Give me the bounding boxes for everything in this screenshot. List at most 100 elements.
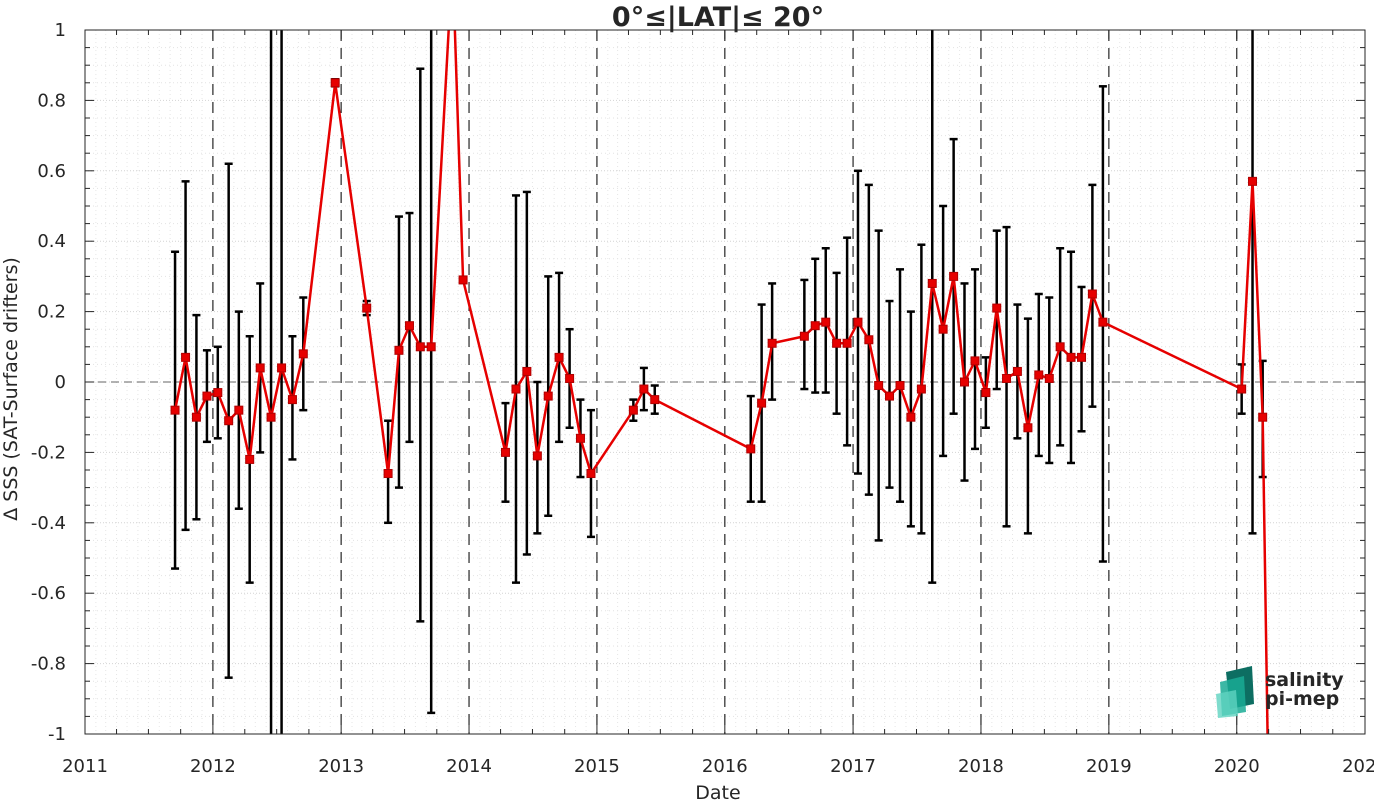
data-point-marker bbox=[554, 352, 564, 362]
x-tick-label: 2013 bbox=[318, 756, 364, 777]
data-point-marker bbox=[842, 338, 852, 348]
y-tick-label: 1 bbox=[55, 20, 66, 41]
x-tick-label: 2018 bbox=[958, 756, 1004, 777]
data-point-marker bbox=[224, 416, 234, 426]
data-point-marker bbox=[191, 412, 201, 422]
chart-title: 0°≤|LAT|≤ 20° bbox=[612, 2, 824, 33]
x-tick-label: 2020 bbox=[1214, 756, 1260, 777]
x-tick-label: 2011 bbox=[62, 756, 108, 777]
data-point-marker bbox=[1044, 373, 1054, 383]
y-axis-label: Δ SSS (SAT-Surface drifters) bbox=[0, 257, 22, 521]
data-point-marker bbox=[1237, 384, 1247, 394]
data-point-marker bbox=[810, 321, 820, 331]
data-point-marker bbox=[1066, 352, 1076, 362]
data-point-marker bbox=[522, 366, 532, 376]
data-point-marker bbox=[1034, 370, 1044, 380]
data-point-marker bbox=[916, 384, 926, 394]
data-point-marker bbox=[959, 377, 969, 387]
axis-ticks bbox=[84, 29, 1366, 735]
data-point-marker bbox=[992, 303, 1002, 313]
data-point-marker bbox=[1087, 289, 1097, 299]
data-point-marker bbox=[532, 451, 542, 461]
logo-text-salinity: salinity bbox=[1265, 669, 1344, 691]
data-point-marker bbox=[330, 78, 340, 88]
data-point-marker bbox=[575, 433, 585, 443]
data-point-marker bbox=[639, 384, 649, 394]
data-point-marker bbox=[543, 391, 553, 401]
salinity-pi-mep-logo: salinity pi-mep bbox=[1216, 666, 1344, 718]
data-point-marker bbox=[981, 388, 991, 398]
data-point-marker bbox=[586, 469, 596, 479]
data-point-marker bbox=[565, 373, 575, 383]
y-tick-label: -0.4 bbox=[31, 513, 66, 534]
data-point-marker bbox=[415, 342, 425, 352]
data-point-marker bbox=[927, 278, 937, 288]
data-point-marker bbox=[426, 342, 436, 352]
data-point-marker bbox=[1248, 176, 1258, 186]
data-point-marker bbox=[266, 412, 276, 422]
data-point-marker bbox=[970, 356, 980, 366]
data-point-marker bbox=[394, 345, 404, 355]
data-point-marker bbox=[757, 398, 767, 408]
data-point-marker bbox=[628, 405, 638, 415]
data-point-marker bbox=[874, 381, 884, 391]
y-tick-label: -0.8 bbox=[31, 654, 66, 675]
data-point-marker bbox=[202, 391, 212, 401]
data-point-marker bbox=[1055, 342, 1065, 352]
x-tick-label: 2019 bbox=[1086, 756, 1132, 777]
data-point-marker bbox=[511, 384, 521, 394]
data-point-marker bbox=[287, 395, 297, 405]
y-tick-label: -0.6 bbox=[31, 583, 66, 604]
data-point-marker bbox=[949, 271, 959, 281]
data-point-marker bbox=[906, 412, 916, 422]
data-point-marker bbox=[895, 381, 905, 391]
data-point-marker bbox=[938, 324, 948, 334]
logo-wave-front bbox=[1216, 690, 1238, 718]
x-tick-label: 2012 bbox=[190, 756, 236, 777]
data-point-marker bbox=[404, 321, 414, 331]
data-point-marker bbox=[853, 317, 863, 327]
data-point-marker bbox=[746, 444, 756, 454]
x-tick-label: 2016 bbox=[702, 756, 748, 777]
y-tick-label: 0.4 bbox=[37, 231, 66, 252]
data-point-marker bbox=[1012, 366, 1022, 376]
logo-text-pi-mep: pi-mep bbox=[1265, 688, 1339, 710]
data-point-marker bbox=[383, 469, 393, 479]
data-point-marker bbox=[767, 338, 777, 348]
y-tick-label: 0.6 bbox=[37, 161, 66, 182]
data-point-marker bbox=[458, 275, 468, 285]
x-tick-label: 2017 bbox=[830, 756, 876, 777]
data-point-marker bbox=[1002, 373, 1012, 383]
logo-mark bbox=[1216, 666, 1254, 718]
y-tick-label: -0.2 bbox=[31, 442, 66, 463]
data-point-marker bbox=[298, 349, 308, 359]
y-tick-labels: -1 -0.8 -0.6 -0.4 -0.2 0 0.2 0.4 0.6 0.8 1 bbox=[31, 20, 66, 745]
x-tick-labels: 2011 2012 2013 2014 2015 2016 2017 2018 2019 2020… bbox=[62, 756, 1374, 777]
data-point-marker bbox=[1023, 423, 1033, 433]
data-point-marker bbox=[1098, 317, 1108, 327]
y-tick-label: 0 bbox=[55, 372, 66, 393]
x-tick-label: 2014 bbox=[446, 756, 492, 777]
data-point-marker bbox=[170, 405, 180, 415]
series-line bbox=[173, 30, 1269, 734]
y-tick-label: -1 bbox=[48, 724, 66, 745]
data-point-marker bbox=[245, 454, 255, 464]
data-point-marker bbox=[821, 317, 831, 327]
data-point-marker bbox=[650, 395, 660, 405]
data-point-marker bbox=[277, 363, 287, 373]
y-tick-label: 0.8 bbox=[37, 90, 66, 111]
data-point-marker bbox=[234, 405, 244, 415]
data-point-marker bbox=[213, 388, 223, 398]
data-point-marker bbox=[832, 338, 842, 348]
data-point-marker bbox=[362, 303, 372, 313]
data-point-marker bbox=[864, 335, 874, 345]
data-point-marker bbox=[885, 391, 895, 401]
data-point-marker bbox=[181, 352, 191, 362]
x-tick-label: 2021 bbox=[1342, 756, 1374, 777]
series-group bbox=[170, 30, 1269, 734]
x-tick-label: 2015 bbox=[574, 756, 620, 777]
data-point-marker bbox=[799, 331, 809, 341]
y-tick-label: 0.2 bbox=[37, 302, 66, 323]
data-point-marker bbox=[500, 447, 510, 457]
